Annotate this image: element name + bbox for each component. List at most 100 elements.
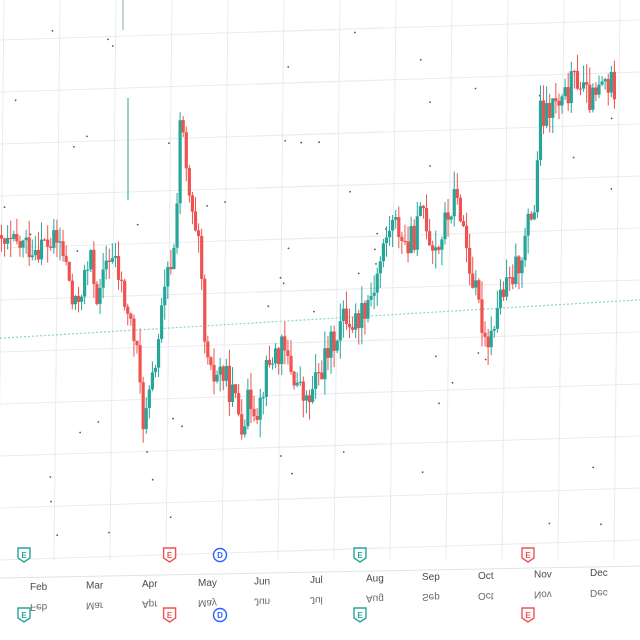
candle-body <box>286 350 290 356</box>
earnings-event-marker-reflection[interactable]: E <box>17 607 31 623</box>
grid-line-horizontal <box>0 175 640 197</box>
candle-up <box>492 325 496 338</box>
candle-body <box>369 295 373 300</box>
earnings-event-marker[interactable]: E <box>353 547 367 563</box>
grid-layer <box>0 0 640 561</box>
grid-dot <box>434 355 437 358</box>
candle-body <box>141 382 145 430</box>
candle-up <box>310 375 315 404</box>
candle-down <box>92 241 96 298</box>
candle-up <box>258 388 262 438</box>
grid-dot <box>357 272 360 275</box>
candle-down <box>541 85 546 135</box>
candle-down <box>363 300 367 335</box>
dividend-event-marker[interactable]: D <box>212 547 228 563</box>
candle-down <box>169 249 173 275</box>
earnings-event-marker[interactable]: E <box>17 547 31 563</box>
candle-up <box>354 303 358 339</box>
candle-up <box>523 227 527 267</box>
candle-body <box>486 336 490 348</box>
candle-body <box>501 289 506 297</box>
earnings-badge <box>353 547 367 563</box>
candle-body <box>317 372 321 374</box>
candle-body <box>292 371 296 386</box>
candle-up <box>86 261 90 286</box>
candle-down <box>486 328 490 365</box>
candle-down <box>107 248 111 279</box>
candle-body <box>520 260 524 274</box>
candle-down <box>421 204 426 219</box>
candle-body <box>320 372 324 380</box>
event-label: D <box>217 611 223 620</box>
candle-up <box>597 75 601 99</box>
candle-body <box>0 235 4 239</box>
month-tick-label: Jul <box>310 575 323 586</box>
candle-body <box>600 81 604 85</box>
candle-body <box>184 132 188 169</box>
candle-up <box>280 334 284 375</box>
candle-body <box>83 270 87 297</box>
candle-down <box>209 355 213 371</box>
candle-down <box>61 229 65 262</box>
candle-down <box>554 83 558 114</box>
candle-body <box>64 255 68 263</box>
grid-dot <box>477 352 480 354</box>
candle-up <box>378 256 382 288</box>
candle-body <box>98 287 102 304</box>
candle-body <box>434 247 438 251</box>
candle-down <box>123 278 127 311</box>
candle-body <box>597 84 601 95</box>
grid-line-horizontal <box>0 19 640 41</box>
grid-dot <box>111 45 114 47</box>
candle-body <box>240 414 244 435</box>
candle-body <box>227 365 231 403</box>
candle-down <box>49 237 53 251</box>
candle-body <box>535 160 539 213</box>
candle-body <box>255 416 259 420</box>
candle-up <box>52 219 56 254</box>
candle-body <box>431 245 435 251</box>
grid-line-vertical <box>333 0 341 561</box>
grid-dot <box>429 165 431 167</box>
grid-dot <box>474 87 477 90</box>
earnings-event-marker-reflection[interactable]: E <box>353 607 367 623</box>
earnings-event-marker-reflection[interactable]: E <box>521 607 535 623</box>
earnings-event-marker[interactable]: E <box>162 547 177 563</box>
candle-up <box>360 286 364 345</box>
month-tick-label: Aug <box>366 574 384 585</box>
candle-down <box>344 291 349 330</box>
candle-body <box>338 321 342 341</box>
candle-down <box>400 231 404 255</box>
candle-down <box>181 116 185 137</box>
grid-line-vertical <box>109 0 117 561</box>
candle-down <box>468 233 472 286</box>
candle-body <box>344 308 349 325</box>
candle-up <box>391 214 395 248</box>
candle-body <box>187 168 191 196</box>
candle-body <box>12 234 16 239</box>
grid-line-horizontal <box>0 227 640 249</box>
earnings-event-marker-reflection[interactable]: E <box>162 607 177 623</box>
candle-down <box>289 340 293 375</box>
candle-up <box>147 385 151 419</box>
candle-body <box>458 197 462 222</box>
candle-body <box>79 296 84 302</box>
grid-line-horizontal <box>0 487 640 509</box>
candle-down <box>46 225 50 263</box>
event-markers[interactable]: E E E E D D E E E E <box>17 547 535 623</box>
candle-body <box>563 87 567 97</box>
candle-down <box>43 238 47 241</box>
candlestick-series[interactable] <box>0 54 616 443</box>
earnings-event-marker[interactable]: E <box>521 547 535 563</box>
candle-body <box>461 221 466 227</box>
candle-body <box>384 237 389 244</box>
dividend-event-marker-reflection[interactable]: D <box>212 607 228 623</box>
candle-body <box>474 280 478 288</box>
candle-body <box>391 219 395 231</box>
candle-body <box>150 372 154 390</box>
candle-down <box>529 211 533 221</box>
candle-body <box>89 250 93 270</box>
candle-up <box>505 259 509 301</box>
candle-body <box>218 366 222 375</box>
